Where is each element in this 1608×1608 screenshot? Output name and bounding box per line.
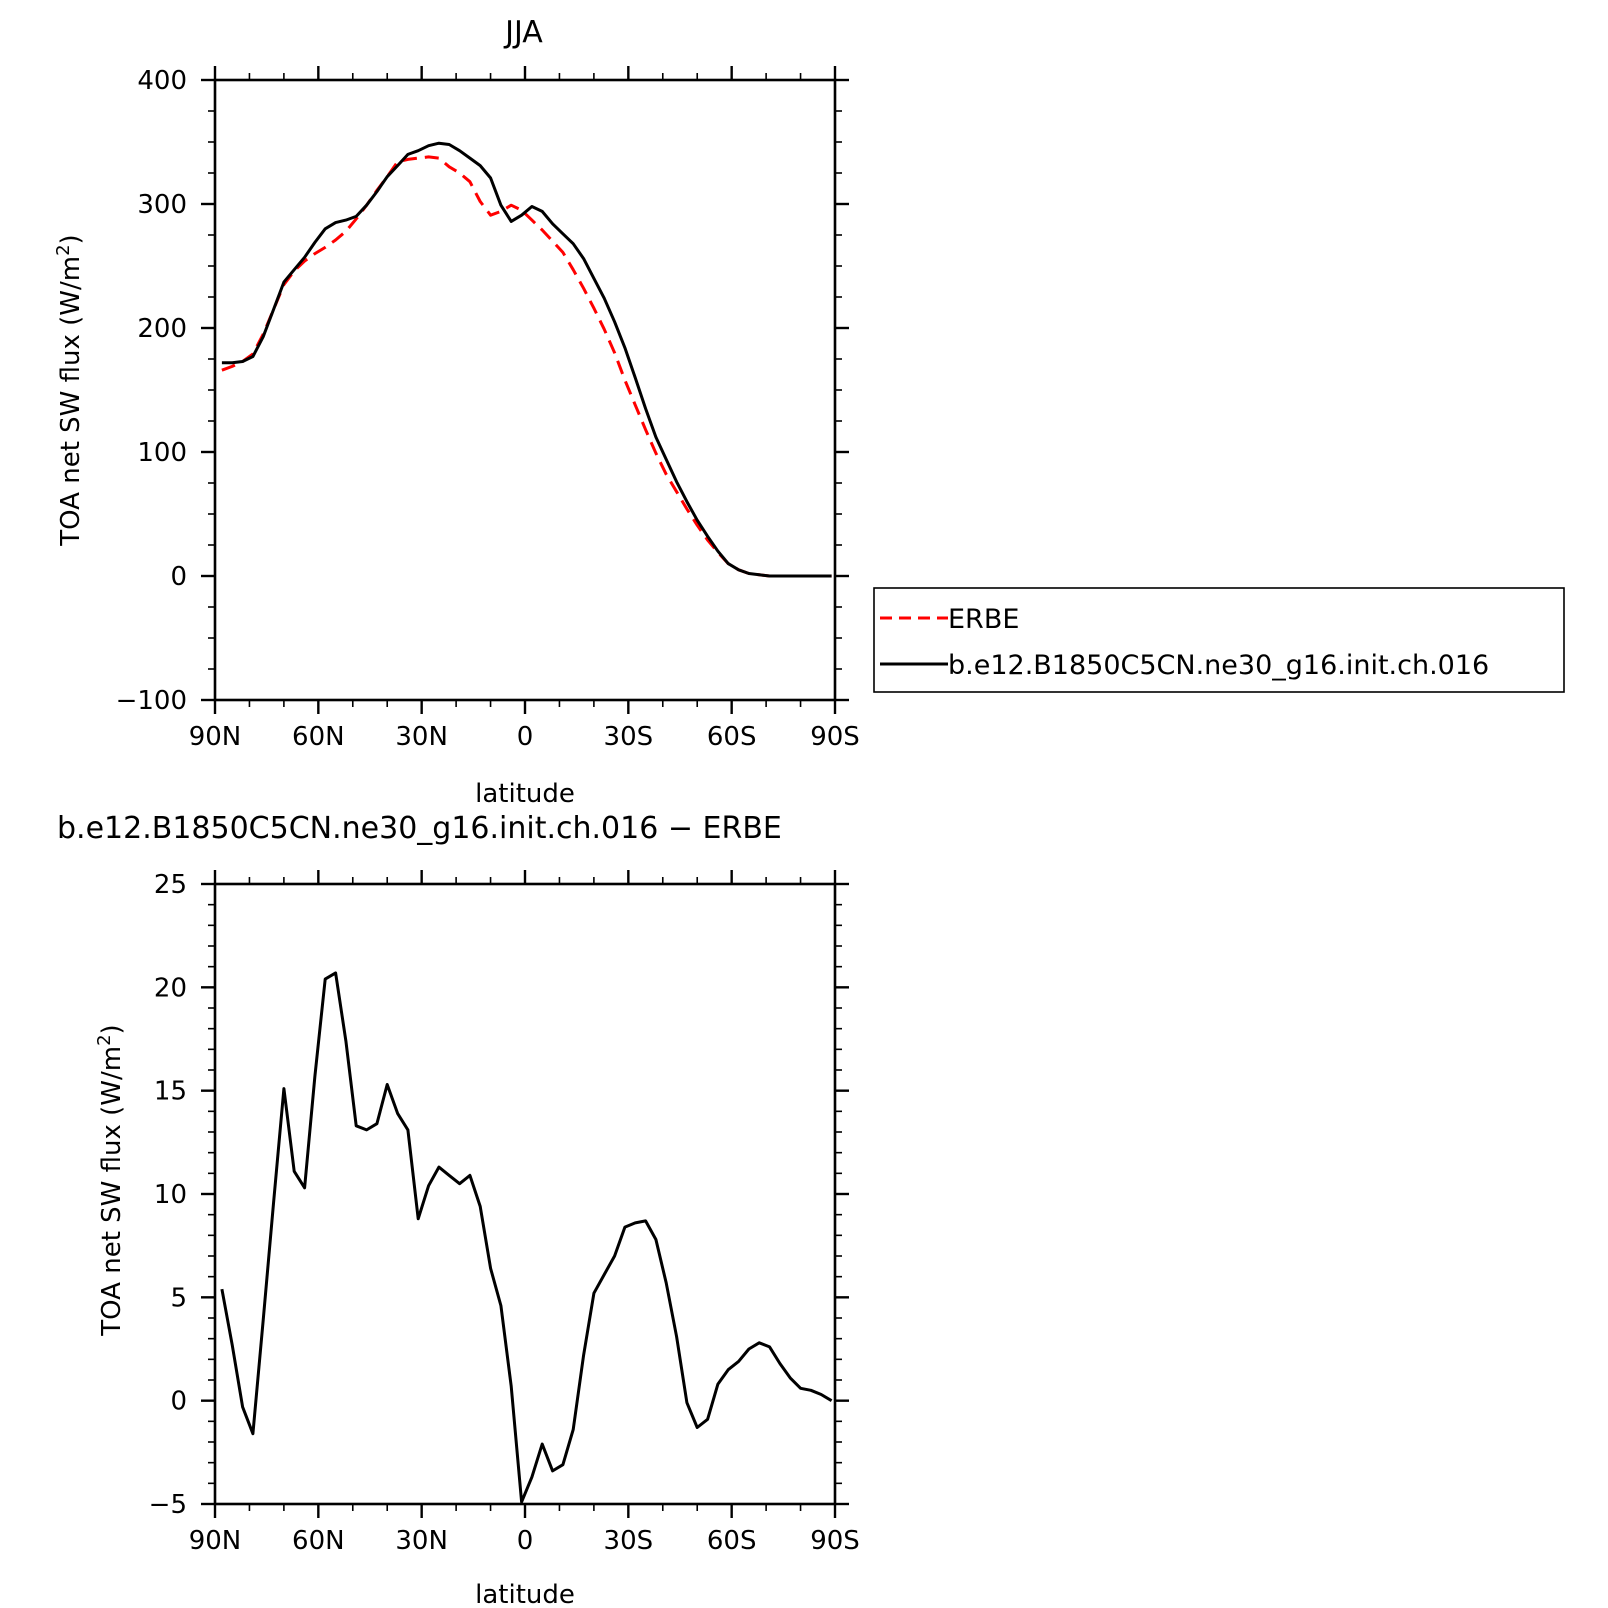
bottom-plot-frame <box>213 882 837 1506</box>
bottom-ytick-label: 25 <box>154 870 187 900</box>
bottom-xtick-label: 30S <box>604 1526 654 1556</box>
top-ytick-label: 100 <box>137 438 187 468</box>
bottom-chart-title: b.e12.B1850C5CN.ne30_g16.init.ch.016 − E… <box>57 811 782 846</box>
bottom-ytick-label: 10 <box>154 1180 187 1210</box>
top-ytick-label: 300 <box>137 190 187 220</box>
top-series-group <box>221 141 832 578</box>
bottom-ytick-label: 0 <box>170 1387 187 1417</box>
bottom-y-axis-label: TOA net SW flux (W/m2) <box>94 1024 127 1336</box>
top-axis-ticks: 90N 60N 30N 0 30S 60S 90S −100 0 100 200 300 400 <box>116 66 860 752</box>
top-panel: JJA 90N 60N 30N 0 30S 60S 90S −100 0 100 200 300 400… <box>53 15 860 809</box>
bottom-xtick-label: 60N <box>292 1526 345 1556</box>
bottom-panel: b.e12.B1850C5CN.ne30_g16.init.ch.016 − E… <box>57 811 860 1608</box>
bottom-xtick-label: 60S <box>707 1526 757 1556</box>
bottom-ytick-label: −5 <box>149 1490 187 1520</box>
top-xtick-label: 30S <box>604 722 654 752</box>
top-chart-title: JJA <box>503 15 543 50</box>
top-series-line-1 <box>221 155 832 578</box>
legend-label-model: b.e12.B1850C5CN.ne30_g16.init.ch.016 <box>948 650 1489 681</box>
top-series-line-2 <box>221 141 832 578</box>
top-plot-frame <box>213 78 837 702</box>
legend-box <box>873 587 1565 693</box>
top-y-axis-label: TOA net SW flux (W/m2) <box>53 234 86 546</box>
bottom-series-line-1 <box>220 971 833 1504</box>
bottom-ytick-label: 20 <box>154 973 187 1003</box>
bottom-axis-ticks: 90N 60N 30N 0 30S 60S 90S −5 0 5 10 15 20 25 <box>149 870 860 1556</box>
top-ytick-label: 200 <box>137 314 187 344</box>
top-x-axis-label: latitude <box>475 779 575 809</box>
bottom-series-group <box>220 971 833 1504</box>
bottom-xtick-label: 30N <box>395 1526 448 1556</box>
bottom-ytick-label: 5 <box>170 1283 187 1313</box>
top-xtick-label: 0 <box>517 722 534 752</box>
top-xtick-label: 30N <box>395 722 448 752</box>
legend: ERBE b.e12.B1850C5CN.ne30_g16.init.ch.01… <box>873 587 1565 693</box>
top-ytick-label: 0 <box>170 562 187 592</box>
bottom-ytick-label: 15 <box>154 1077 187 1107</box>
bottom-xtick-label: 90N <box>189 1526 242 1556</box>
top-ytick-label: 400 <box>137 66 187 96</box>
top-xtick-label: 60S <box>707 722 757 752</box>
bottom-x-axis-label: latitude <box>475 1580 575 1608</box>
legend-label-erbe: ERBE <box>948 604 1019 635</box>
top-xtick-label: 90S <box>810 722 860 752</box>
top-xtick-label: 90N <box>189 722 242 752</box>
bottom-xtick-label: 90S <box>810 1526 860 1556</box>
top-ytick-label: −100 <box>116 686 187 716</box>
bottom-xtick-label: 0 <box>517 1526 534 1556</box>
top-xtick-label: 60N <box>292 722 345 752</box>
